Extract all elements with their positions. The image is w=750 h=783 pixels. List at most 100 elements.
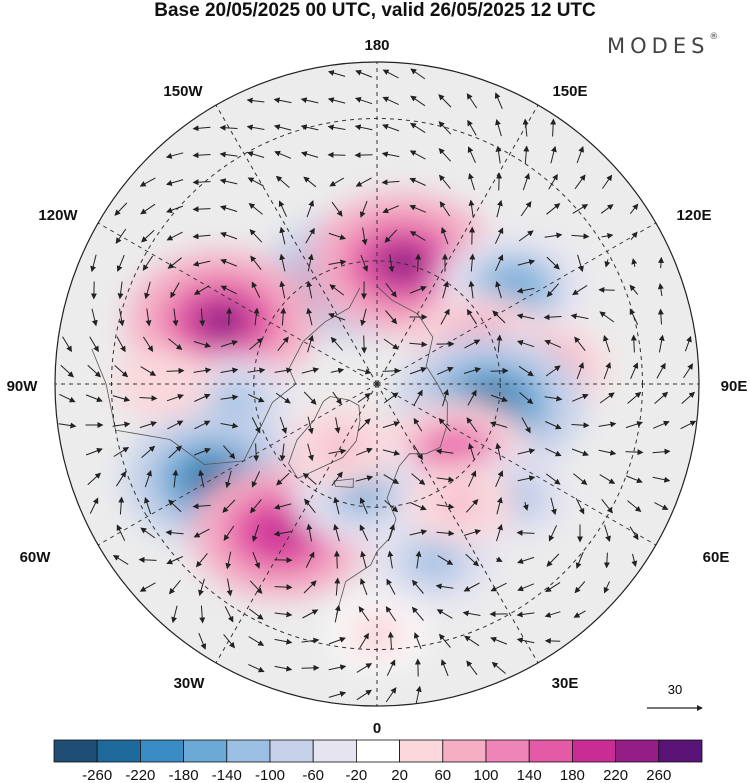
wind-vector [548, 173, 558, 190]
wind-vector [387, 550, 394, 569]
wind-vector [544, 339, 561, 348]
wind-vector [438, 174, 451, 189]
wind-vector [572, 284, 588, 296]
wind-vector [113, 446, 130, 457]
wind-vector [409, 204, 426, 213]
wind-vector [496, 334, 503, 353]
wind-vector [280, 307, 287, 326]
wind-vector [361, 227, 368, 246]
wind-vector [436, 503, 455, 510]
wind-vector [307, 443, 314, 462]
wind-vector [464, 339, 481, 349]
wind-vector [305, 551, 315, 568]
wind-vector [166, 394, 184, 402]
wind-vector [462, 610, 481, 617]
longitude-label: 30E [552, 675, 579, 692]
longitude-label: 60W [20, 549, 52, 566]
wind-vector [58, 422, 77, 429]
longitude-label: 180 [364, 37, 389, 54]
wind-vector [438, 147, 452, 162]
wind-vector [274, 584, 293, 591]
wind-vector [327, 97, 346, 104]
wind-vector [571, 422, 590, 429]
wind-vector [522, 501, 529, 511]
wind-vector [411, 579, 424, 594]
wind-vector [467, 146, 476, 164]
wind-vector [603, 552, 610, 569]
meridian-line [97, 222, 378, 385]
wind-vector [652, 476, 671, 483]
wind-vector [274, 150, 292, 159]
wind-vector [279, 226, 286, 245]
wind-vector [112, 421, 131, 428]
wind-vector [220, 367, 239, 374]
wind-vector [411, 473, 426, 486]
anomaly-blob [213, 389, 254, 419]
wind-vector [573, 610, 586, 618]
wind-vector [139, 582, 156, 592]
wind-vector [277, 336, 289, 352]
wind-vector [442, 280, 449, 299]
wind-vector [495, 442, 502, 461]
wind-vector [247, 177, 264, 187]
map-disc [55, 62, 699, 706]
wind-vector [219, 124, 238, 131]
wind-vector [252, 524, 260, 543]
wind-vector [223, 445, 236, 460]
colorbar-tick-label: 100 [473, 767, 498, 783]
wind-vector [496, 523, 503, 542]
wind-vector [466, 93, 478, 109]
wind-vector [334, 577, 341, 596]
map-title: Base 20/05/2025 00 UTC, valid 26/05/2025… [154, 0, 596, 21]
wind-vector [577, 254, 584, 273]
wind-vector [225, 551, 232, 570]
wind-vector [251, 471, 261, 488]
wind-vector [198, 632, 207, 650]
wind-vector [166, 205, 184, 214]
wind-vector [226, 578, 233, 597]
wind-vector [465, 498, 479, 513]
coastline [333, 478, 354, 488]
wind-vector [251, 281, 261, 298]
wind-vector [598, 449, 617, 456]
wind-vector [328, 691, 347, 698]
colorbar-swatch [96, 739, 141, 763]
wind-vector [220, 258, 238, 267]
wind-vector [171, 605, 178, 624]
wind-vector [545, 365, 561, 377]
meridian-line [215, 104, 378, 385]
wind-vector [409, 366, 427, 375]
wind-vector [410, 68, 426, 80]
wind-vector [465, 553, 480, 567]
wind-vector [548, 525, 558, 542]
wind-vector [495, 118, 502, 137]
wind-vector [138, 556, 157, 563]
wind-vector [328, 259, 347, 266]
wind-vector [118, 308, 125, 327]
wind-vector [144, 281, 151, 300]
wind-vector [629, 203, 639, 215]
wind-vector [574, 581, 586, 594]
wind-vector [276, 472, 290, 486]
modes-logo: MODES® [607, 32, 718, 58]
wind-vector [463, 529, 482, 536]
wind-vector [116, 524, 126, 541]
wind-vector [437, 555, 454, 565]
wind-vector [89, 336, 99, 353]
wind-vector [383, 392, 399, 404]
wind-vector [307, 416, 314, 435]
colorbar: -260 -220 -180 -140 -100 -60 -20 20 60 100 140 180 2… [53, 739, 703, 783]
wind-vector [357, 393, 372, 403]
wind-vector [144, 496, 152, 515]
colorbar-tick-label: -100 [255, 767, 285, 783]
wind-vector [494, 227, 504, 244]
wind-vector [629, 526, 639, 541]
wind-vector [248, 393, 265, 403]
wind-vector [627, 500, 642, 513]
wind-vector [170, 282, 180, 299]
wind-vector [279, 280, 286, 299]
wind-vector [495, 254, 504, 272]
wind-vector [359, 497, 368, 514]
wind-vector [274, 611, 293, 618]
wind-vector [571, 233, 590, 240]
